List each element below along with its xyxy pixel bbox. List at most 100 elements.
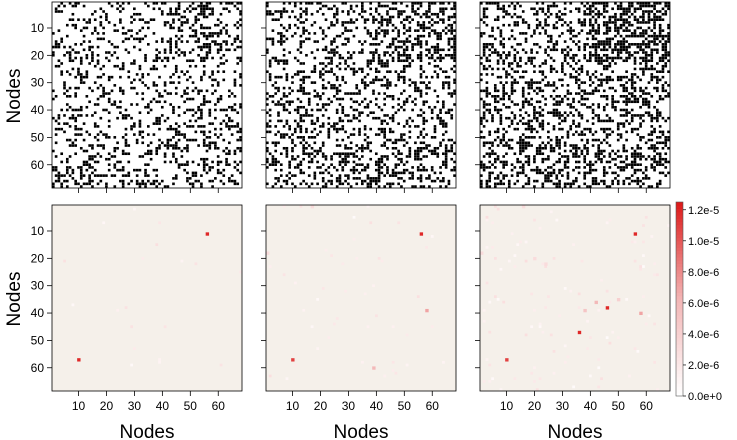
adjacency-cell [172,152,175,156]
adjacency-cell [656,185,659,188]
adjacency-cell [563,160,567,164]
adjacency-cell [428,10,431,13]
adjacency-cell [524,51,528,54]
adjacency-cell [127,182,131,186]
adjacency-cell [366,73,370,76]
adjacency-cell [225,7,228,11]
adjacency-cell [622,179,626,183]
adjacency-cell [119,75,122,79]
highlight-cell [544,262,548,266]
adjacency-cell [383,144,386,147]
adjacency-cell [63,130,66,134]
adjacency-cell [535,149,539,153]
adjacency-cell [358,119,361,123]
adjacency-cell [653,34,656,38]
adjacency-cell [482,15,486,19]
adjacency-cell [119,89,122,93]
adjacency-cell [633,86,637,90]
adjacency-cell [502,160,505,164]
adjacency-cell [510,163,514,166]
adjacency-cell [552,4,556,8]
adjacency-cell [588,130,592,134]
adjacency-cell [400,185,403,188]
adjacency-cell [600,12,603,16]
adjacency-cell [544,59,547,63]
colorbar-segment [676,386,683,391]
adjacency-cell [366,146,370,150]
adjacency-cell [310,160,314,164]
adjacency-cell [653,144,656,147]
adjacency-cell [667,116,670,120]
adjacency-cell [453,15,456,19]
adjacency-cell [485,2,489,5]
adjacency-cell [650,130,654,134]
adjacency-cell [667,84,670,87]
adjacency-cell [527,177,531,180]
adjacency-cell [419,59,423,63]
adjacency-cell [630,119,634,123]
adjacency-cell [202,56,206,60]
adjacency-cell [450,144,454,147]
adjacency-cell [138,155,142,158]
adjacency-cell [597,53,600,57]
adjacency-cell [602,182,606,186]
adjacency-cell [558,122,561,125]
adjacency-cell [219,108,223,112]
adjacency-cell [119,105,122,109]
adjacency-cell [667,136,670,139]
adjacency-cell [327,62,331,65]
adjacency-cell [480,56,483,60]
adjacency-cell [513,166,517,169]
adjacency-cell [377,185,381,188]
adjacency-cell [630,95,634,98]
adjacency-cell [619,4,623,8]
adjacency-cell [608,166,612,169]
adjacency-cell [416,125,420,128]
adjacency-cell [442,48,445,52]
adjacency-cell [321,37,325,41]
adjacency-cell [644,53,648,57]
adjacency-cell [402,125,406,128]
adjacency-cell [505,81,508,84]
adjacency-cell [302,10,305,13]
adjacency-cell [305,146,308,150]
intensity-cell [541,262,545,266]
adjacency-cell [447,53,451,57]
adjacency-cell [324,155,328,158]
adjacency-cell [656,15,659,19]
adjacency-cell [85,53,89,57]
adjacency-cell [239,149,242,153]
adjacency-cell [222,70,226,73]
adjacency-cell [74,95,77,98]
adjacency-cell [580,95,584,98]
adjacency-cell [577,146,581,150]
adjacency-cell [277,100,280,104]
adjacency-cell [205,157,209,161]
adjacency-cell [71,116,75,120]
adjacency-cell [397,138,400,142]
adjacency-cell [324,56,328,60]
adjacency-cell [366,185,370,188]
adjacency-cell [144,53,147,57]
adjacency-cell [355,163,359,166]
adjacency-cell [530,78,533,82]
adjacency-cell [605,127,609,131]
adjacency-cell [107,97,111,101]
adjacency-cell [594,89,598,93]
adjacency-cell [155,185,159,188]
adjacency-cell [93,18,97,22]
intensity-cell [268,265,272,268]
adjacency-cell [383,141,386,145]
adjacency-cell [583,10,587,13]
adjacency-cell [535,23,539,27]
adjacency-cell [411,45,414,49]
intensity-cell [158,358,161,361]
adjacency-cell [347,37,350,41]
adjacency-cell [650,51,654,54]
adjacency-cell [530,168,533,172]
colorbar-label: 8.0e-6 [688,267,719,279]
intensity-cell [510,232,514,236]
adjacency-cell [285,155,289,158]
adjacency-cell [54,155,58,158]
adjacency-cell [327,51,331,54]
